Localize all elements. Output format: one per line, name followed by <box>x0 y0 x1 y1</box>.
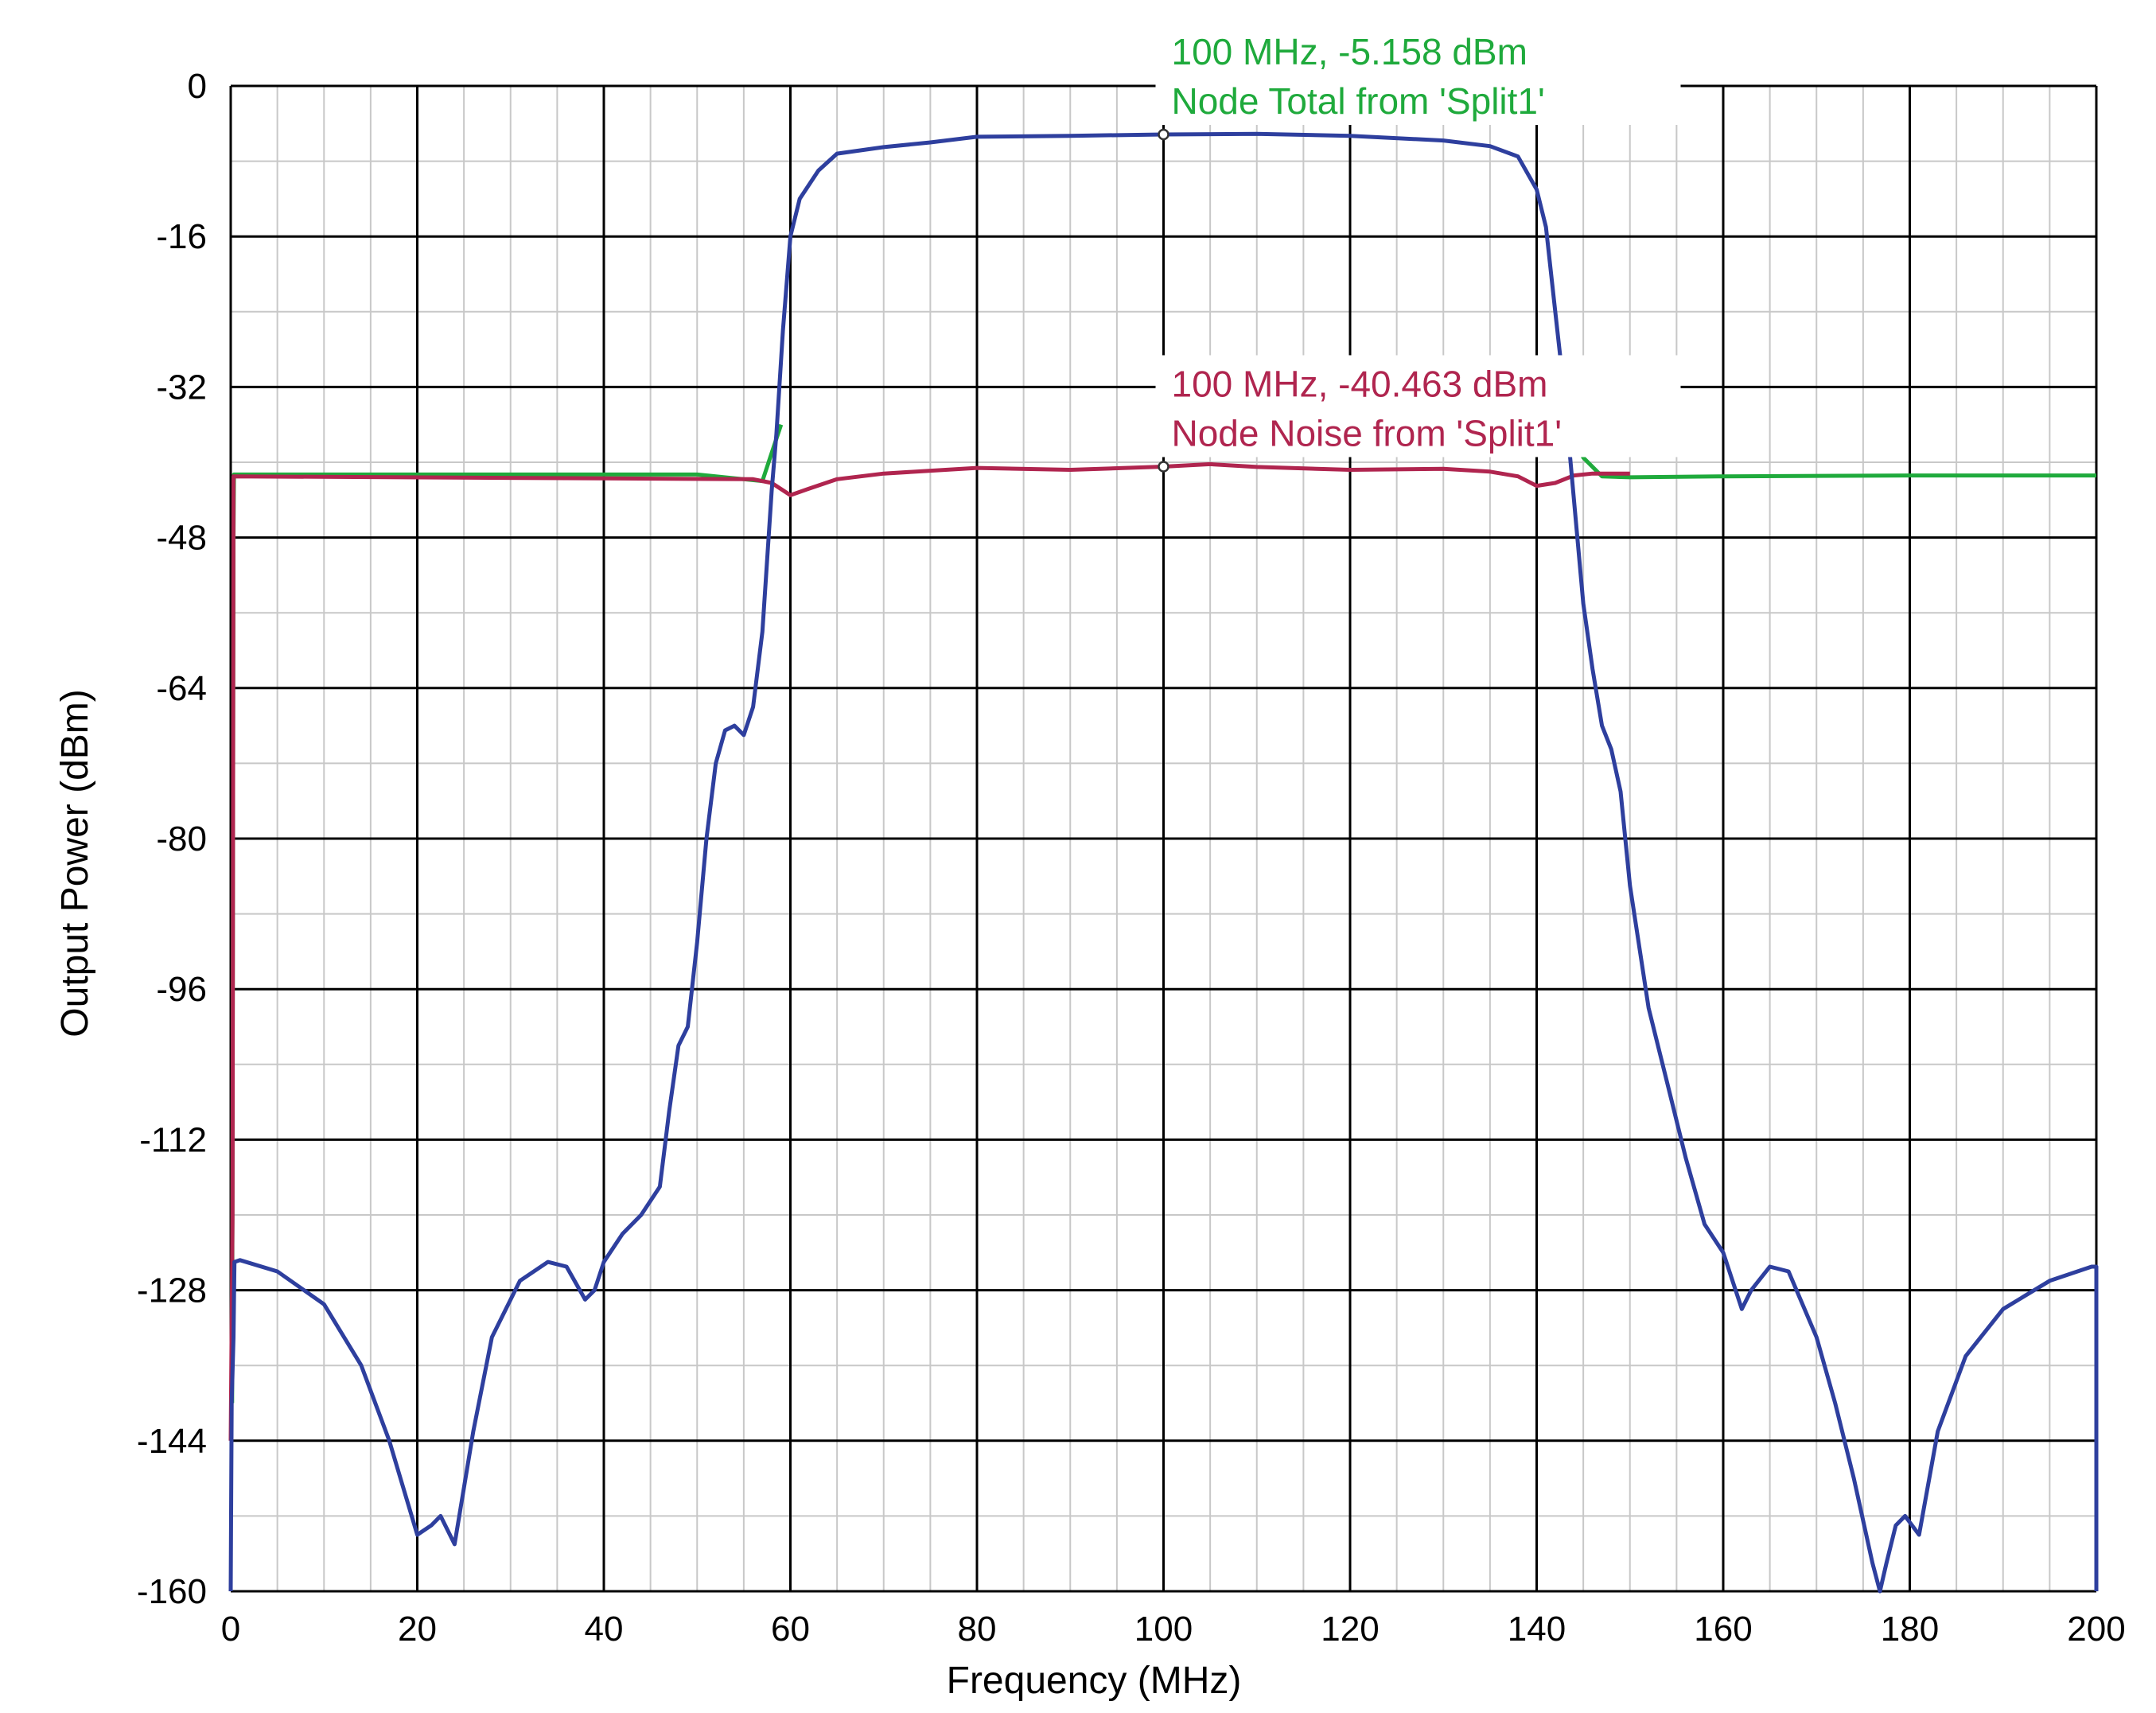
x-tick-label: 140 <box>1508 1610 1566 1649</box>
x-tick-label: 100 <box>1134 1610 1193 1649</box>
marker-point <box>1158 461 1169 473</box>
marker-point <box>1158 128 1169 141</box>
y-axis-label: Output Power (dBm) <box>54 689 96 1037</box>
series-line-node-total-floor-right <box>1572 433 2096 480</box>
x-tick-label: 120 <box>1321 1610 1379 1649</box>
x-tick-label: 80 <box>958 1610 997 1649</box>
y-tick-label: -32 <box>156 368 207 407</box>
y-axis-ticks: 0 -16 -32 -48 -64 -80 -96 -112 -128 -144 -160 <box>137 67 207 1611</box>
major-grid <box>229 84 2098 1593</box>
x-tick-label: 0 <box>221 1610 240 1649</box>
x-tick-label: 20 <box>398 1610 437 1649</box>
x-tick-label: 60 <box>771 1610 810 1649</box>
y-tick-label: -96 <box>156 970 207 1009</box>
annotation-source-text: Node Noise from 'Split1' <box>1172 412 1563 454</box>
y-tick-label: -128 <box>137 1271 207 1310</box>
annotation-value-text: 100 MHz, -5.158 dBm <box>1172 31 1527 72</box>
x-tick-label: 160 <box>1694 1610 1752 1649</box>
y-tick-label: -80 <box>156 820 207 858</box>
annotation-value-text: 100 MHz, -40.463 dBm <box>1172 363 1548 404</box>
series-layer <box>228 131 2099 1594</box>
y-tick-label: -16 <box>156 217 207 256</box>
y-tick-label: -112 <box>139 1120 207 1159</box>
x-axis-label: Frequency (MHz) <box>947 1660 1242 1702</box>
y-tick-label: 0 <box>188 67 207 106</box>
annotation-box <box>1155 355 1681 457</box>
y-tick-label: -48 <box>156 519 207 558</box>
series-line-node-total-signal <box>228 131 2099 1594</box>
x-tick-label: 40 <box>585 1610 624 1649</box>
y-tick-label: -144 <box>137 1422 207 1461</box>
annotation-source-text: Node Total from 'Split1' <box>1172 80 1545 122</box>
y-tick-label: -64 <box>156 669 207 708</box>
annotation-layer: 100 MHz, -5.158 dBm Node Total from 'Spli… <box>1155 22 1681 473</box>
y-tick-label: -160 <box>137 1572 207 1611</box>
series-line-node-noise <box>228 461 1630 1441</box>
x-axis-ticks: 0 20 40 60 80 100 120 140 160 180 200 <box>221 1610 2126 1649</box>
x-tick-label: 180 <box>1881 1610 1939 1649</box>
annotation-box <box>1155 22 1681 125</box>
x-tick-label: 200 <box>2067 1610 2125 1649</box>
